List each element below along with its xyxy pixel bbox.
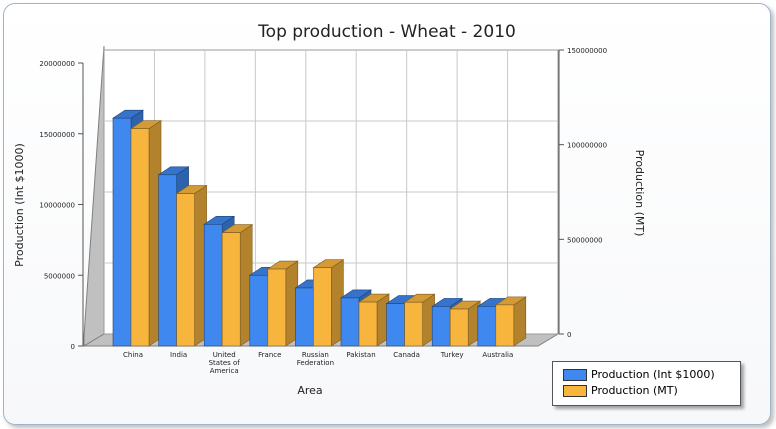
y-tick-label: 5000000 <box>44 272 75 280</box>
bar-production-mt <box>312 259 345 347</box>
bar-production-mt <box>130 120 162 347</box>
y-tick-label: 15000000 <box>39 131 75 139</box>
x-tick-label: Turkey <box>440 351 464 359</box>
x-tick-label: India <box>170 351 187 359</box>
bar-front-face <box>313 267 332 347</box>
y2-axis-label: Production (MT) <box>633 150 646 237</box>
bar-front-face <box>158 174 177 347</box>
legend-swatch-mt <box>563 385 587 397</box>
bar-front-face <box>404 301 423 347</box>
bar-front-face <box>358 301 378 347</box>
y-tick-label: 10000000 <box>39 202 75 210</box>
legend-label-int: Production (Int $1000) <box>591 368 715 381</box>
axes-layer: 0 5000000 10000000 15000000 20000000 0 5000000… <box>39 47 607 375</box>
bar-front-face <box>477 306 497 347</box>
y2-tick-label: 0 <box>567 331 571 339</box>
y2-tick-label: 150000000 <box>567 47 607 55</box>
bar-production-mt <box>175 184 208 347</box>
bars-layer <box>112 109 527 347</box>
bar-front-face <box>221 232 241 347</box>
bar-front-face <box>176 193 195 347</box>
bar-front-face <box>203 224 223 347</box>
bar-production-mt <box>266 260 299 347</box>
bar-front-face <box>249 274 269 347</box>
chart-legend: Production (Int $1000) Production (MT) <box>552 361 741 406</box>
side-wall <box>83 45 105 347</box>
bar-side-face <box>513 296 527 347</box>
legend-swatch-int <box>563 369 587 381</box>
x-tick-label: China <box>123 351 143 359</box>
legend-label-mt: Production (MT) <box>591 384 678 397</box>
bar-front-face <box>431 306 451 347</box>
x-tick-label: Pakistan <box>346 351 375 359</box>
bar-production-mt <box>221 224 254 347</box>
bar-front-face <box>295 287 314 347</box>
x-axis-label: Area <box>297 384 322 397</box>
y2-tick-label: 50000000 <box>567 236 603 244</box>
bar-front-face <box>340 297 360 347</box>
bar-production-mt <box>403 293 436 347</box>
legend-item-int: Production (Int $1000) <box>563 368 715 382</box>
bar-production-mt <box>449 300 482 347</box>
bar-front-face <box>495 304 515 347</box>
x-tick-label: France <box>258 351 281 359</box>
bar-front-face <box>130 128 150 347</box>
x-tick-label: Russian Federation <box>297 351 334 367</box>
chart-title: Top production - Wheat - 2010 <box>257 22 516 42</box>
x-tick-label: Australia <box>482 351 513 359</box>
bar-front-face <box>449 308 469 347</box>
bar-production-mt <box>494 296 527 347</box>
x-tick-label: United States of America <box>209 351 241 375</box>
y-axis-label: Production (Int $1000) <box>13 143 26 267</box>
y2-tick-label: 100000000 <box>567 142 607 150</box>
bar-front-face <box>386 303 405 347</box>
y-tick-label: 0 <box>71 343 75 351</box>
x-tick-label: Canada <box>393 351 420 359</box>
y-tick-label: 20000000 <box>39 60 75 68</box>
bar-production-mt <box>358 293 390 347</box>
legend-item-mt: Production (MT) <box>563 384 678 398</box>
bar-front-face <box>112 117 132 347</box>
bar-front-face <box>267 268 287 347</box>
